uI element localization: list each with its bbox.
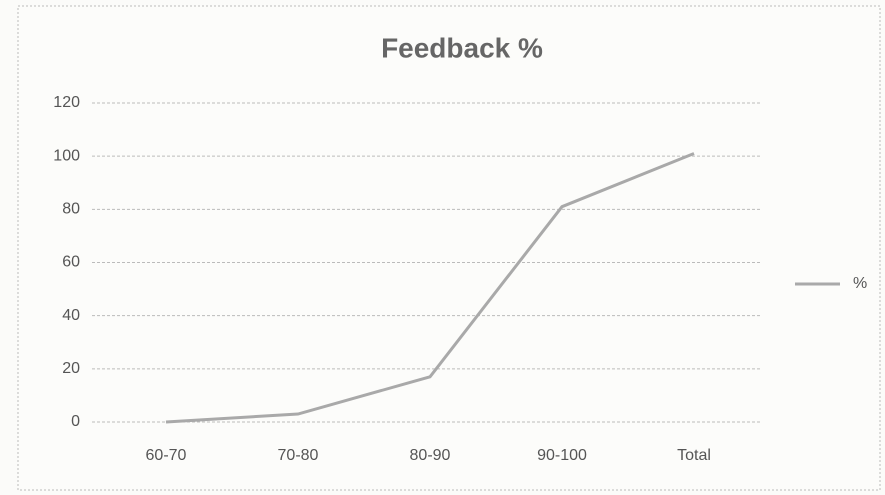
y-tick-label: 100 — [53, 147, 80, 164]
y-tick-label: 80 — [62, 201, 80, 218]
x-tick-label: 60-70 — [146, 447, 187, 464]
data-line — [165, 152, 695, 424]
y-tick-label: 120 — [53, 94, 80, 111]
chart-title: Feedback % — [381, 32, 543, 63]
chart-border — [17, 5, 881, 491]
x-tick-label: 80-90 — [410, 447, 451, 464]
x-tick-label: Total — [677, 447, 711, 464]
y-tick-label: 40 — [62, 307, 80, 324]
y-tick-label: 60 — [62, 254, 80, 271]
x-tick-label: 90-100 — [537, 447, 587, 464]
x-tick-label: 70-80 — [278, 447, 319, 464]
legend-label: % — [853, 275, 867, 292]
y-tick-label: 0 — [71, 413, 80, 430]
y-tick-label: 20 — [62, 360, 80, 377]
